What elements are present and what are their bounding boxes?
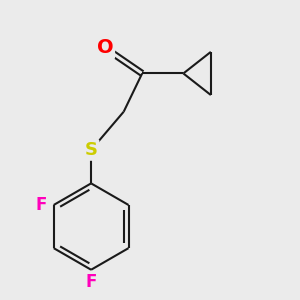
Text: S: S: [85, 141, 98, 159]
Text: O: O: [97, 38, 113, 57]
Text: F: F: [35, 196, 47, 214]
Text: F: F: [85, 273, 97, 291]
